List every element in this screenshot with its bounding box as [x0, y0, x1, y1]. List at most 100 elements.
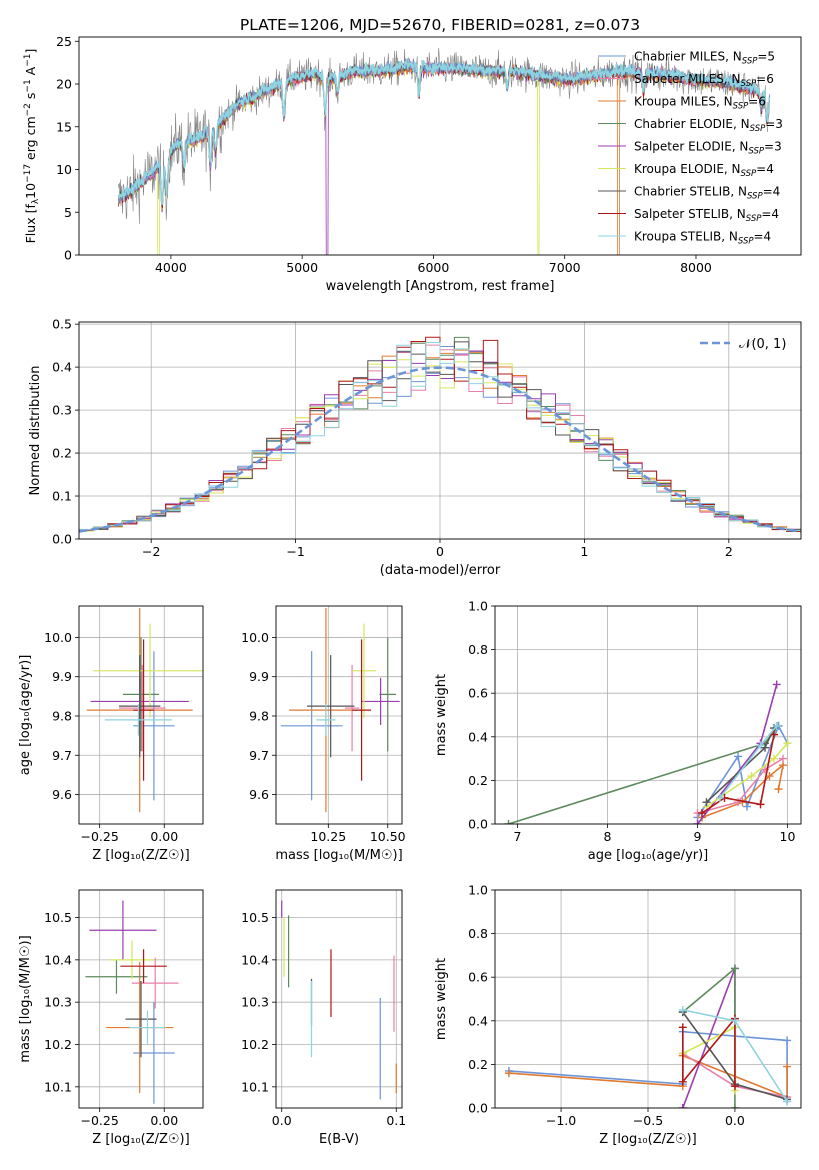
- legend-label: Salpeter STELIB, NSSP=4: [634, 207, 779, 224]
- x-axis-label: Z [log₁₀(Z/Z☉)]: [92, 848, 189, 863]
- legend-label: Salpeter ELODIE, NSSP=3: [634, 140, 782, 157]
- weight-vs-z-frame: [494, 889, 802, 1109]
- weight-vs-age-lines: [504, 680, 792, 824]
- x-tick-label: 0.00: [150, 1113, 178, 1128]
- y-tick-label: 5: [64, 205, 72, 220]
- x-axis-label: Z [log₁₀(Z/Z☉)]: [92, 1132, 189, 1147]
- x-tick-label: 8: [604, 829, 612, 844]
- x-tick-label: 0.00: [150, 829, 178, 844]
- y-axis-label-part: λ: [31, 198, 41, 204]
- legend-label: Salpeter MILES, NSSP=6: [634, 72, 774, 89]
- weight-point-marker: [770, 754, 778, 763]
- weight-point-marker: [678, 1005, 687, 1014]
- x-tick-label: 10.25: [310, 829, 346, 844]
- legend-label-sub: SSP: [748, 147, 764, 157]
- legend-label-sub: SSP: [741, 169, 757, 179]
- y-tick-label: 10.4: [44, 952, 72, 967]
- y-tick-label: 0.2: [52, 446, 72, 461]
- legend-label-suffix: =6: [756, 72, 774, 86]
- legend-label-suffix: =4: [763, 185, 781, 199]
- y-tick-label: 10.1: [241, 1079, 269, 1094]
- legend-label-text: Kroupa MILES, N: [634, 95, 733, 109]
- y-tick-label: 1.0: [468, 883, 488, 898]
- legend-label: Chabrier STELIB, NSSP=4: [634, 185, 780, 202]
- normal-curve-line: [79, 366, 801, 533]
- weight-point-marker: [678, 1023, 687, 1032]
- y-tick-label: 0: [64, 248, 72, 263]
- weight-point-marker: [730, 1082, 739, 1091]
- age-vs-z-axes: −0.25 0.00 9.6 9.7 9.8 9.9 10.0: [44, 606, 203, 844]
- y-tick-label: 0.1: [52, 489, 72, 504]
- weight-series-line: [701, 734, 775, 814]
- x-tick-label: 2: [725, 544, 733, 559]
- y-tick-label: 0.2: [468, 1057, 488, 1072]
- y-axis-label: mass [log₁₀(M/M☉)]: [18, 935, 33, 1062]
- legend-label-text: Kroupa ELODIE, N: [634, 162, 741, 176]
- weight-point-marker: [770, 730, 778, 739]
- y-tick-label: 9.8: [52, 708, 72, 723]
- legend-label-sub: SSP: [750, 124, 766, 134]
- y-tick-label: 0.4: [468, 729, 488, 744]
- y-tick-label: 10.5: [44, 910, 72, 925]
- y-tick-label: 0.4: [468, 1013, 488, 1028]
- y-tick-label: 10.2: [44, 1037, 72, 1052]
- legend-label-suffix: =3: [764, 140, 782, 154]
- weight-vs-age-frame: [494, 605, 802, 825]
- y-tick-label: 15: [56, 119, 72, 134]
- y-tick-label: 9.6: [52, 787, 72, 802]
- weight-point-marker: [783, 1097, 792, 1106]
- y-tick-label: 9.9: [249, 669, 269, 684]
- y-tick-label: 9.7: [249, 748, 269, 763]
- y-axis-label-part: −2: [23, 103, 33, 116]
- y-tick-label: 10.0: [44, 630, 72, 645]
- weight-point-marker: [504, 820, 513, 824]
- legend-label: Kroupa ELODIE, NSSP=4: [634, 162, 774, 179]
- y-axis-label: mass weight: [434, 674, 449, 756]
- y-tick-label: 1.0: [468, 599, 488, 614]
- weight-point-marker: [774, 785, 783, 794]
- weight-point-marker: [765, 772, 774, 781]
- legend-label: Kroupa STELIB, NSSP=4: [634, 230, 771, 247]
- y-tick-label: 0.5: [52, 317, 72, 332]
- y-tick-label: 10.1: [44, 1079, 72, 1094]
- x-tick-label: −1: [286, 544, 304, 559]
- residuals-frame: [78, 321, 802, 540]
- y-tick-label: 9.7: [52, 748, 72, 763]
- y-tick-label: 9.9: [52, 669, 72, 684]
- x-axis-label: age [log₁₀(age/yr)]: [588, 848, 709, 863]
- x-axis-label: (data-model)/error: [380, 563, 501, 578]
- legend-label-text: Chabrier MILES, N: [634, 50, 742, 64]
- weight-point-marker: [702, 798, 711, 807]
- spectrum-axes: 4000 5000 6000 7000 8000 0 5 10 15 20 25: [56, 34, 712, 275]
- age-vs-mass-errorbars: [280, 607, 400, 813]
- x-tick-label: 9: [694, 829, 702, 844]
- mass-vs-ebv-axes: 0.0 0.1 10.1 10.2 10.3 10.4 10.5: [241, 890, 406, 1128]
- weight-point-marker: [698, 809, 706, 818]
- y-axis-label-part: −1: [23, 54, 33, 67]
- weight-point-marker: [756, 741, 765, 750]
- y-axis-label-part: 10: [23, 183, 38, 199]
- y-tick-label: 10.3: [44, 995, 72, 1010]
- normal-legend-label: 𝒩(0, 1): [739, 337, 786, 352]
- y-axis-label-part: −1: [23, 79, 33, 92]
- weight-point-marker: [761, 743, 769, 752]
- y-tick-label: 20: [56, 77, 72, 92]
- x-tick-label: −0.25: [81, 829, 119, 844]
- weight-point-marker: [504, 1069, 513, 1078]
- residual-hist: [79, 336, 801, 534]
- legend-label: Chabrier ELODIE, NSSP=3: [634, 117, 783, 134]
- weight-point-marker: [779, 754, 787, 763]
- x-tick-label: 0: [436, 544, 444, 559]
- y-axis-label: Flux [fλ10−17 erg cm−2 s−1 A−1]: [23, 49, 41, 244]
- y-tick-label: 0.0: [468, 817, 488, 832]
- weight-point-marker: [716, 793, 724, 802]
- legend-label-sub: SSP: [742, 57, 758, 67]
- x-tick-label: 8000: [680, 260, 712, 275]
- plot-layer: 4000 5000 6000 7000 80000510152025wavelength…: [18, 34, 802, 1147]
- weight-point-marker: [743, 802, 751, 811]
- weight-point-marker: [693, 820, 702, 824]
- weight-point-marker: [747, 772, 756, 781]
- y-tick-label: 10.2: [241, 1037, 269, 1052]
- legend-label-suffix: =4: [756, 162, 774, 176]
- residual-histogram-series: [79, 342, 801, 534]
